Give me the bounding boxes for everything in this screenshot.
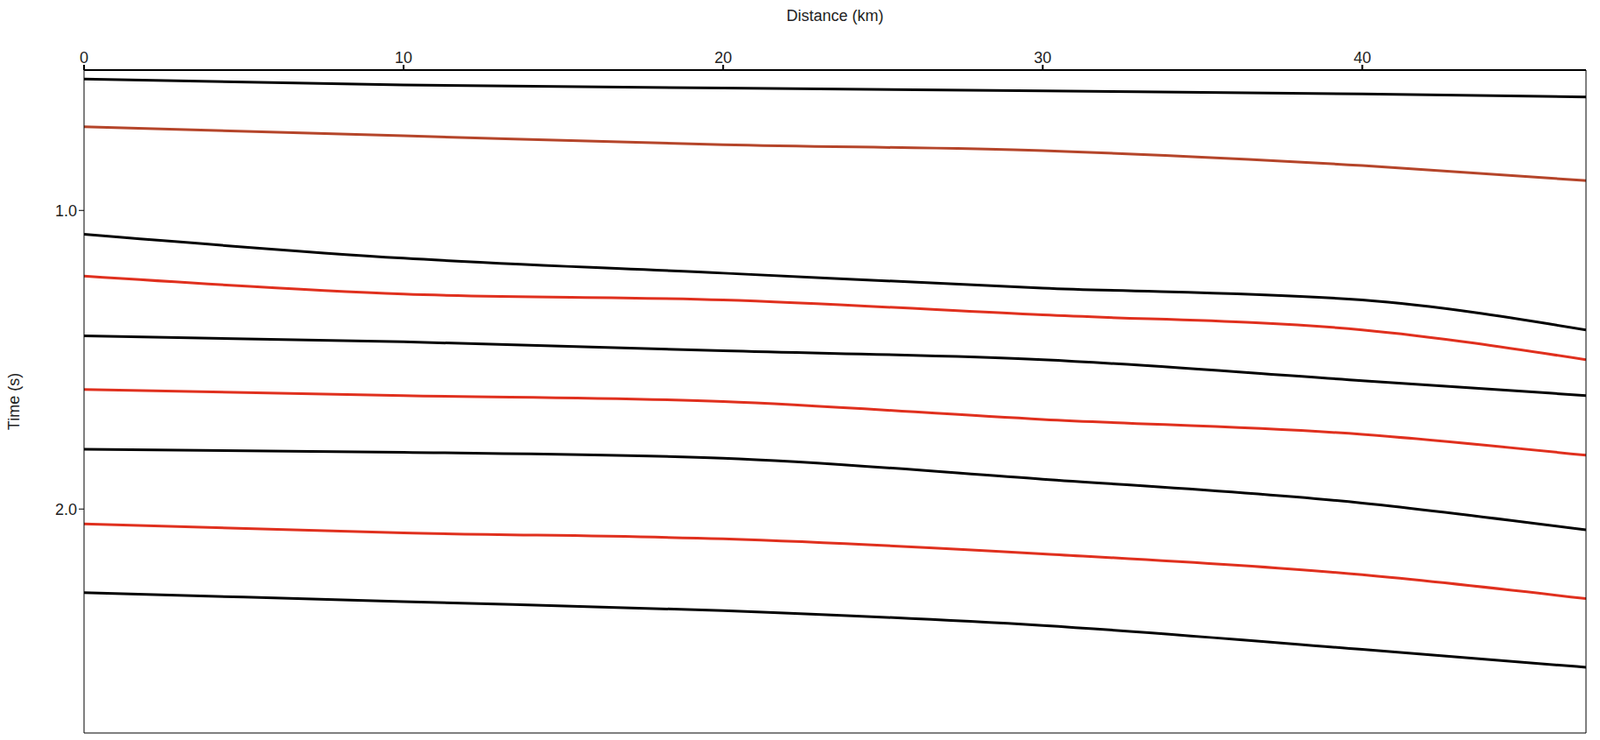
svg-text:40: 40 — [1353, 49, 1371, 67]
svg-text:0: 0 — [79, 49, 89, 67]
svg-text:Time (s): Time (s) — [5, 372, 23, 430]
svg-text:20: 20 — [714, 49, 732, 67]
svg-text:1.0: 1.0 — [55, 202, 78, 220]
svg-text:10: 10 — [394, 49, 413, 67]
svg-text:Distance (km): Distance (km) — [785, 7, 884, 25]
svg-text:2.0: 2.0 — [55, 500, 78, 519]
svg-text:30: 30 — [1033, 49, 1052, 67]
